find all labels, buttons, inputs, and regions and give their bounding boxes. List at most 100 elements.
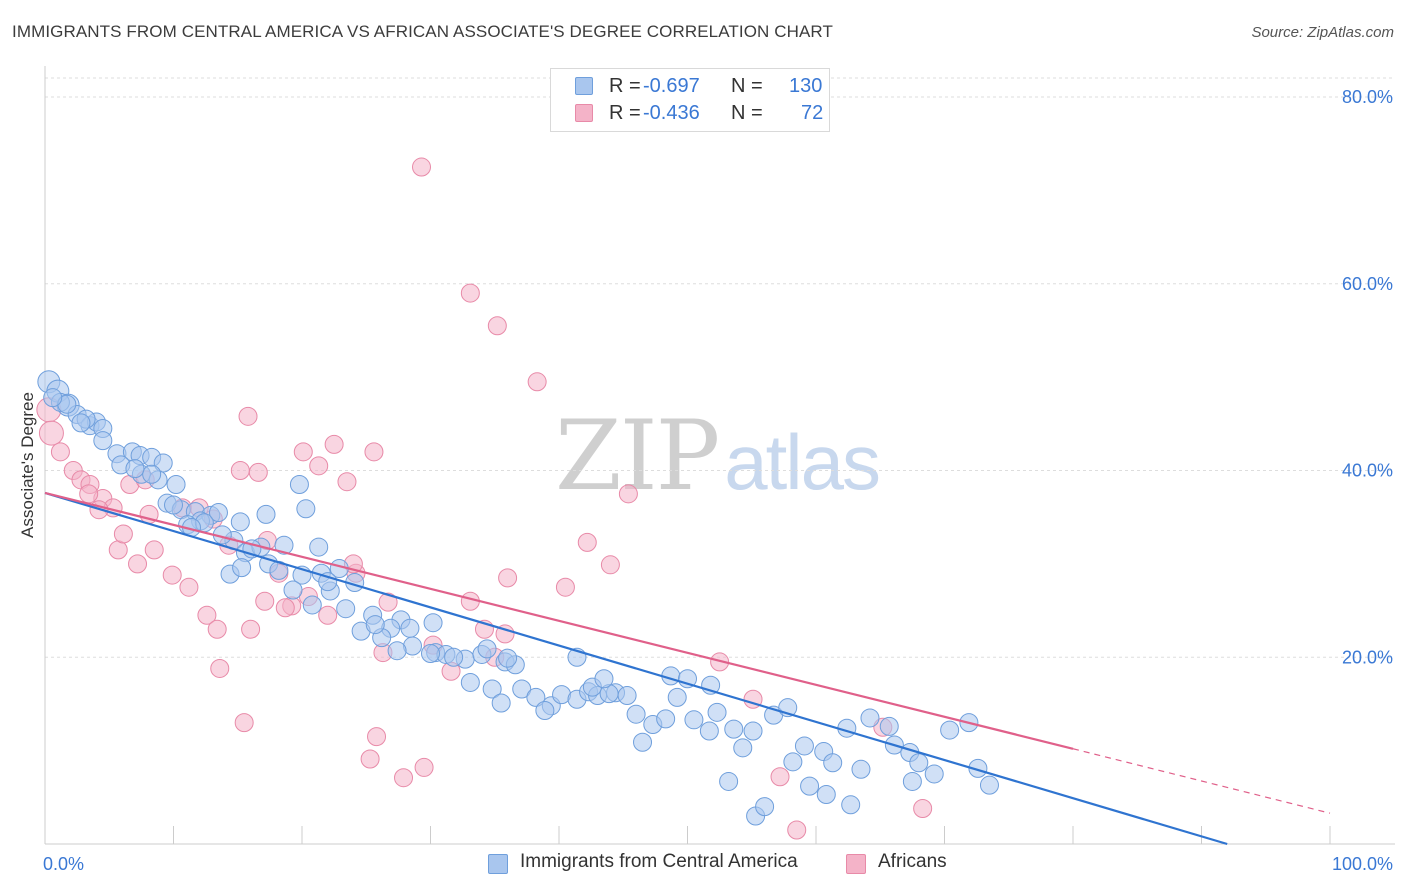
data-point-central-america xyxy=(444,647,464,667)
y-tick-label: 20.0% xyxy=(1342,647,1393,667)
legend-label: Africans xyxy=(878,851,947,872)
n-label: N = xyxy=(731,75,763,97)
data-point-central-america xyxy=(164,495,183,515)
data-point-africans xyxy=(414,757,434,777)
data-point-central-america xyxy=(719,771,739,791)
data-point-central-america xyxy=(43,388,63,408)
data-point-africans xyxy=(498,568,518,588)
data-point-central-america xyxy=(498,648,518,668)
data-point-africans xyxy=(234,713,254,733)
data-point-africans xyxy=(230,461,250,480)
data-point-africans xyxy=(38,420,64,446)
legend-swatch-pink xyxy=(846,854,866,874)
data-point-central-america xyxy=(626,704,646,724)
data-point-central-america xyxy=(387,641,407,661)
data-point-africans xyxy=(527,372,547,392)
data-point-central-america xyxy=(93,431,113,451)
data-point-central-america xyxy=(142,464,162,484)
chart-title: IMMIGRANTS FROM CENTRAL AMERICA VS AFRIC… xyxy=(12,22,833,41)
data-point-central-america xyxy=(535,700,555,720)
data-point-central-america xyxy=(794,736,814,756)
data-point-africans xyxy=(378,592,398,612)
x-tick-label: 100.0% xyxy=(1332,854,1393,874)
data-point-central-america xyxy=(365,615,385,635)
data-point-central-america xyxy=(482,679,502,699)
legend-swatch-blue xyxy=(488,854,508,874)
n-value: 130 xyxy=(789,75,823,97)
data-point-central-america xyxy=(783,752,803,772)
data-point-central-america xyxy=(477,639,497,659)
data-point-central-america xyxy=(656,709,676,729)
data-point-africans xyxy=(108,540,128,560)
data-point-africans xyxy=(324,434,344,454)
r-label: R = xyxy=(609,75,641,97)
data-point-central-america xyxy=(816,785,836,805)
data-point-central-america xyxy=(633,732,653,752)
data-point-central-america xyxy=(594,669,614,689)
data-point-central-america xyxy=(841,795,861,815)
data-point-central-america xyxy=(733,738,753,758)
data-point-africans xyxy=(367,727,387,747)
data-point-africans xyxy=(179,577,199,597)
data-point-africans xyxy=(207,619,227,639)
trend-line-central-america xyxy=(44,491,1228,846)
data-point-africans xyxy=(412,157,432,177)
data-point-central-america xyxy=(166,475,186,495)
data-point-central-america xyxy=(755,797,775,817)
data-point-central-america xyxy=(940,720,960,740)
data-point-central-america xyxy=(421,644,440,664)
data-point-africans xyxy=(460,283,480,303)
data-point-africans xyxy=(113,524,133,544)
data-point-central-america xyxy=(879,716,899,736)
data-point-central-america xyxy=(823,753,843,773)
r-value: -0.697 xyxy=(643,75,700,97)
data-point-africans xyxy=(600,555,620,575)
data-point-africans xyxy=(787,820,807,840)
watermark-atlas: atlas xyxy=(724,418,881,506)
data-point-central-america xyxy=(302,595,322,615)
series-legend: Immigrants from Central America Africans xyxy=(0,851,1406,877)
data-point-central-america xyxy=(699,721,719,741)
data-point-central-america xyxy=(902,771,922,791)
data-point-central-america xyxy=(230,512,250,532)
data-point-central-america xyxy=(979,775,999,795)
data-point-africans xyxy=(248,462,268,482)
data-point-central-america xyxy=(512,679,532,699)
data-point-africans xyxy=(318,605,338,625)
data-point-central-america xyxy=(125,459,145,479)
data-point-central-america xyxy=(851,759,871,779)
data-point-africans xyxy=(293,442,313,462)
legend-swatch-blue xyxy=(575,77,593,95)
data-point-central-america xyxy=(423,613,443,633)
data-point-central-america xyxy=(400,618,420,638)
data-point-africans xyxy=(162,565,182,585)
data-point-africans xyxy=(309,456,329,476)
data-point-central-america xyxy=(336,599,356,619)
data-point-central-america xyxy=(743,721,763,741)
y-tick-label: 60.0% xyxy=(1342,274,1393,294)
data-point-africans xyxy=(79,484,99,504)
data-point-central-america xyxy=(232,558,252,578)
data-point-central-america xyxy=(208,503,228,523)
data-point-central-america xyxy=(909,753,929,773)
data-point-africans xyxy=(241,619,261,639)
data-point-central-america xyxy=(526,687,546,707)
data-point-central-america xyxy=(283,580,303,600)
source-label: Source: ZipAtlas.com xyxy=(1251,24,1394,41)
series-central-america xyxy=(37,370,999,826)
data-point-central-america xyxy=(724,719,744,739)
correlation-legend: R = -0.697 N = 130 R = -0.436 N = 72 xyxy=(550,68,830,132)
data-point-central-america xyxy=(924,764,944,784)
axes xyxy=(44,66,1395,845)
data-point-africans xyxy=(618,484,638,504)
data-point-central-america xyxy=(617,686,637,706)
data-point-central-america xyxy=(274,535,294,555)
data-point-africans xyxy=(210,658,230,678)
r-value: -0.436 xyxy=(643,102,700,124)
data-point-central-america xyxy=(309,537,329,557)
data-point-africans xyxy=(360,749,380,769)
x-tick-label: 0.0% xyxy=(43,854,84,874)
y-tick-label: 40.0% xyxy=(1342,461,1393,481)
data-point-central-america xyxy=(684,710,704,730)
data-point-central-america xyxy=(296,499,316,519)
